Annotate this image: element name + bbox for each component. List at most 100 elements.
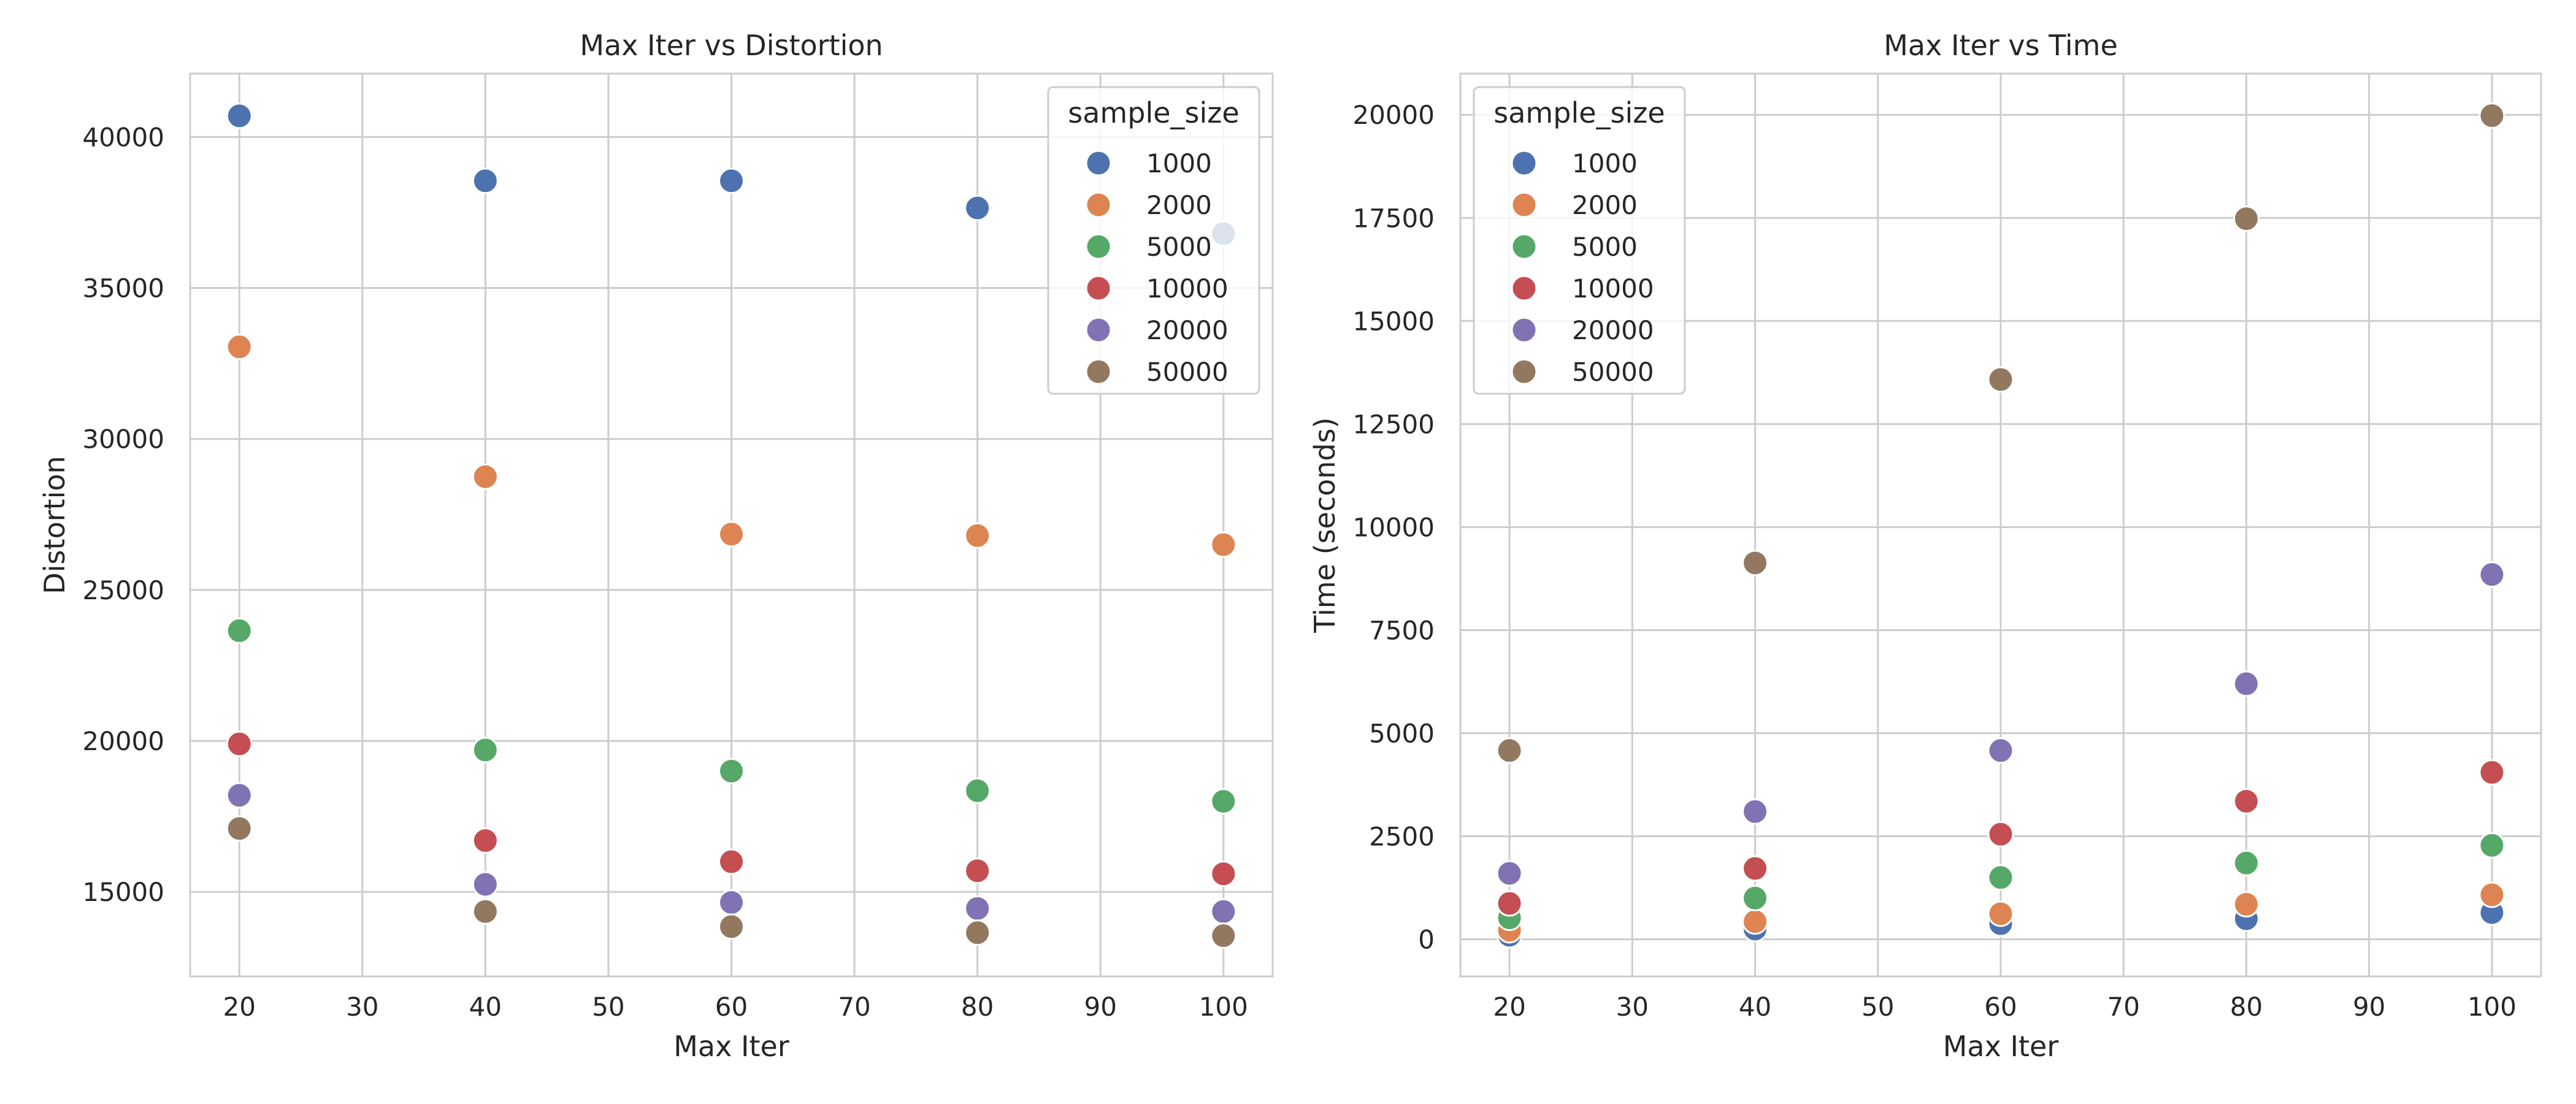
x-tick-label: 100	[1199, 992, 1248, 1022]
legend-marker-50000	[1511, 358, 1538, 385]
x-tick-label: 100	[2467, 992, 2517, 1022]
x-tick-label: 70	[2107, 992, 2140, 1022]
point-5000-20	[226, 617, 253, 644]
x-tick-label: 50	[592, 992, 624, 1022]
point-2000-20	[226, 334, 253, 361]
point-2000-100	[2478, 881, 2505, 908]
point-5000-100	[1210, 788, 1237, 815]
x-axis-label: Max Iter	[673, 1030, 789, 1063]
y-tick-label: 15000	[1352, 306, 1435, 336]
x-tick-label: 20	[223, 992, 256, 1022]
y-tick-label: 10000	[1352, 512, 1435, 542]
x-tick-label: 80	[961, 992, 994, 1022]
point-1000-20	[226, 102, 253, 129]
x-tick-label: 50	[1861, 992, 1894, 1022]
chart-time: 20 30 40 50 60 70 80 90 100025005000750010000125…	[1308, 29, 2542, 1063]
point-20000-100	[2478, 561, 2505, 588]
x-axis-label: Max Iter	[1943, 1030, 2059, 1063]
point-5000-40	[1742, 884, 1769, 911]
point-20000-40	[472, 871, 499, 898]
legend-entry-20000: 20000	[1572, 315, 1654, 345]
x-tick-label: 60	[715, 992, 748, 1022]
point-10000-80	[2233, 788, 2260, 815]
point-20000-20	[1496, 860, 1523, 887]
legend-entry-1000: 1000	[1572, 148, 1638, 178]
point-10000-80	[964, 857, 991, 884]
y-tick-label: 25000	[82, 575, 164, 605]
legend-title: sample_size	[1068, 96, 1239, 129]
x-tick-label: 40	[1739, 992, 1771, 1022]
point-20000-40	[1742, 798, 1769, 825]
point-20000-80	[2233, 670, 2260, 697]
legend-marker-2000	[1085, 191, 1112, 218]
x-tick-label: 40	[469, 992, 502, 1022]
y-tick-label: 20000	[1352, 100, 1435, 130]
y-tick-label: 2500	[1369, 821, 1435, 851]
y-axis-label: Time (seconds)	[1308, 417, 1341, 633]
x-tick-label: 60	[1984, 992, 2017, 1022]
chart-distortion: 20 30 40 50 60 70 80 90 100 15000 20000 25000 30000 3…	[38, 29, 1274, 1063]
point-50000-80	[2233, 205, 2260, 232]
point-20000-80	[964, 895, 991, 922]
point-10000-40	[472, 827, 499, 854]
legend-marker-1000	[1511, 150, 1538, 177]
legend-entry-10000: 10000	[1146, 274, 1229, 304]
legend-title: sample_size	[1493, 96, 1665, 129]
y-tick-label: 30000	[82, 424, 164, 454]
point-5000-40	[472, 737, 499, 764]
point-50000-60	[1987, 366, 2014, 393]
legend-marker-5000	[1085, 233, 1112, 260]
y-tick-label: 0	[1418, 925, 1435, 955]
x-tick-label: 90	[1084, 992, 1116, 1022]
legend-marker-20000	[1085, 316, 1112, 343]
y-tick-label: 15000	[82, 877, 164, 907]
point-20000-60	[1987, 737, 2014, 764]
point-50000-20	[1496, 737, 1523, 764]
point-2000-80	[964, 522, 991, 549]
point-2000-60	[1987, 900, 2014, 927]
x-tick-label: 30	[1616, 992, 1649, 1022]
point-50000-20	[226, 815, 253, 842]
y-axis-label: Distortion	[38, 456, 71, 594]
legend-entry-10000: 10000	[1572, 274, 1654, 304]
legend-marker-10000	[1511, 275, 1538, 302]
point-2000-40	[472, 463, 499, 490]
legend-entry-2000: 2000	[1146, 190, 1212, 220]
point-20000-20	[226, 782, 253, 809]
point-10000-100	[1210, 861, 1237, 887]
point-10000-20	[226, 730, 253, 757]
point-50000-80	[964, 919, 991, 946]
legend-entry-1000: 1000	[1146, 148, 1212, 178]
y-tick-label: 7500	[1369, 615, 1435, 645]
point-1000-40	[472, 167, 499, 194]
point-5000-100	[2478, 832, 2505, 859]
point-50000-40	[472, 898, 499, 925]
point-2000-60	[718, 521, 745, 548]
point-10000-100	[2478, 759, 2505, 786]
point-10000-40	[1742, 855, 1769, 882]
legend-entry-50000: 50000	[1146, 357, 1229, 387]
legend: sample_size 1000 2000 5000 10000 20000 50000	[1473, 86, 1686, 395]
point-1000-80	[964, 194, 991, 221]
point-5000-80	[964, 777, 991, 804]
legend-marker-10000	[1085, 275, 1112, 302]
legend-marker-2000	[1511, 191, 1538, 218]
point-2000-40	[1742, 908, 1769, 935]
legend-entry-5000: 5000	[1572, 232, 1638, 262]
point-1000-60	[718, 167, 745, 194]
point-5000-60	[718, 757, 745, 784]
legend-entry-50000: 50000	[1572, 357, 1654, 387]
point-50000-100	[1210, 922, 1237, 949]
point-20000-60	[718, 889, 745, 916]
chart-title: Max Iter vs Distortion	[580, 29, 883, 62]
legend-entry-5000: 5000	[1146, 232, 1212, 262]
y-tick-label: 5000	[1369, 718, 1435, 748]
legend: sample_size 1000 2000 5000 10000 20000 50000	[1047, 86, 1260, 395]
x-tick-label: 30	[346, 992, 378, 1022]
point-50000-60	[718, 913, 745, 940]
point-2000-80	[2233, 891, 2260, 918]
x-tick-label: 80	[2230, 992, 2263, 1022]
point-5000-60	[1987, 864, 2014, 891]
point-2000-100	[1210, 531, 1237, 558]
legend-marker-20000	[1511, 316, 1538, 343]
